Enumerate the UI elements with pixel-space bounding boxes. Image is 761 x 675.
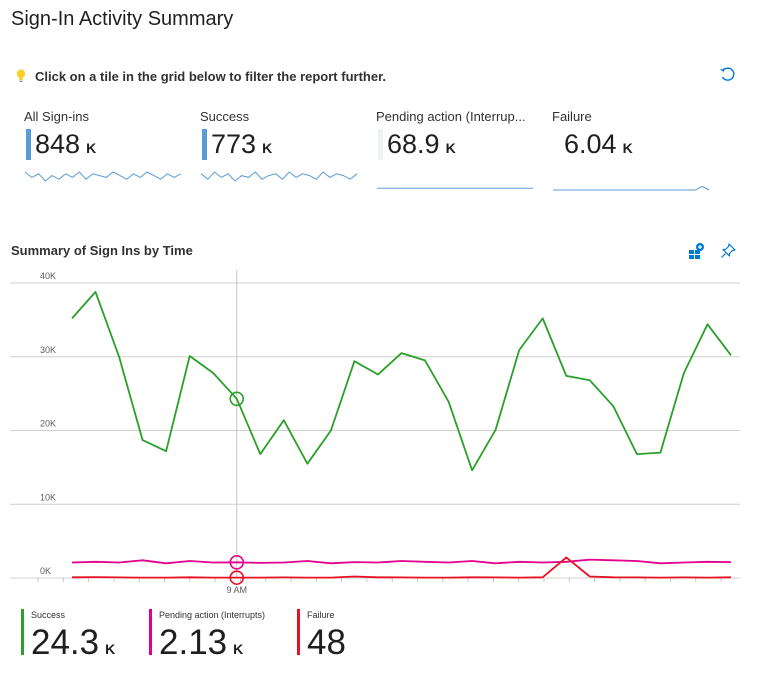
sparkline-all-sign-ins <box>24 171 182 182</box>
y-tick-label: 0K <box>40 566 51 576</box>
hover-marker-pending-action-interrupts <box>229 554 245 570</box>
hover-marker-failure <box>229 570 245 585</box>
tile-label: All Sign-ins <box>24 109 90 124</box>
tile-value: 6.04 K <box>564 129 633 159</box>
tile-label: Success <box>200 109 250 124</box>
legend-label: Success <box>31 610 66 620</box>
tile-all-sign-ins[interactable]: All Sign-ins 848 K <box>24 106 192 198</box>
series-line-pending-action-interrupts <box>71 558 732 565</box>
x-tick-label: 9 AM <box>226 585 247 595</box>
series-line-success <box>71 290 732 472</box>
tile-value: 773 K <box>211 129 273 159</box>
legend-label: Failure <box>307 610 335 620</box>
tile-success[interactable]: Success 773 K <box>200 106 368 198</box>
sparkline-path <box>24 171 182 182</box>
legend-label: Pending action (Interrupts) <box>159 610 266 620</box>
tile-label: Pending action (Interrup... <box>376 109 526 124</box>
tile-failure[interactable]: Failure 6.04 K <box>552 106 720 198</box>
legend-value: 2.13 K <box>159 623 244 662</box>
legend-color-bar <box>21 609 24 655</box>
page-title: Sign-In Activity Summary <box>11 8 234 30</box>
tile-indicator <box>378 129 383 160</box>
info-message: Click on a tile in the grid below to fil… <box>13 68 386 84</box>
lightbulb-icon <box>16 69 26 82</box>
legend-color-bar <box>149 609 152 655</box>
y-tick-label: 20K <box>40 419 56 429</box>
legend-value: 24.3 K <box>31 623 116 662</box>
sparkline-path <box>553 185 710 191</box>
chart-title: Summary of Sign Ins by Time <box>11 243 193 258</box>
sparkline-pending-action <box>377 187 533 189</box>
legend-value: 48 <box>307 623 346 662</box>
info-text: Click on a tile in the grid below to fil… <box>35 68 387 84</box>
tile-value: 68.9 K <box>387 129 456 159</box>
tile-value: 848 K <box>35 129 97 159</box>
y-tick-label: 30K <box>40 345 56 355</box>
tile-label: Failure <box>552 109 592 124</box>
tile-selected-indicator <box>26 129 31 160</box>
add-to-workbook-icon[interactable] <box>687 242 705 260</box>
tile-selected-indicator <box>202 129 207 160</box>
tile-pending-action[interactable]: Pending action (Interrup... 68.9 K <box>376 106 544 198</box>
legend-color-bar <box>297 609 300 655</box>
y-tick-label: 40K <box>40 271 56 281</box>
undo-refresh-icon[interactable] <box>719 66 737 84</box>
y-tick-label: 10K <box>40 492 56 502</box>
sparkline-success <box>200 171 358 182</box>
hover-marker-success <box>229 391 245 407</box>
pin-icon[interactable] <box>719 242 737 260</box>
series-line-failure <box>71 556 732 579</box>
sparkline-failure <box>553 185 710 191</box>
sparkline-path <box>200 171 358 182</box>
sign-ins-line-chart[interactable]: 0K 10K 20K 30K 40K 9 AM <box>0 262 761 607</box>
